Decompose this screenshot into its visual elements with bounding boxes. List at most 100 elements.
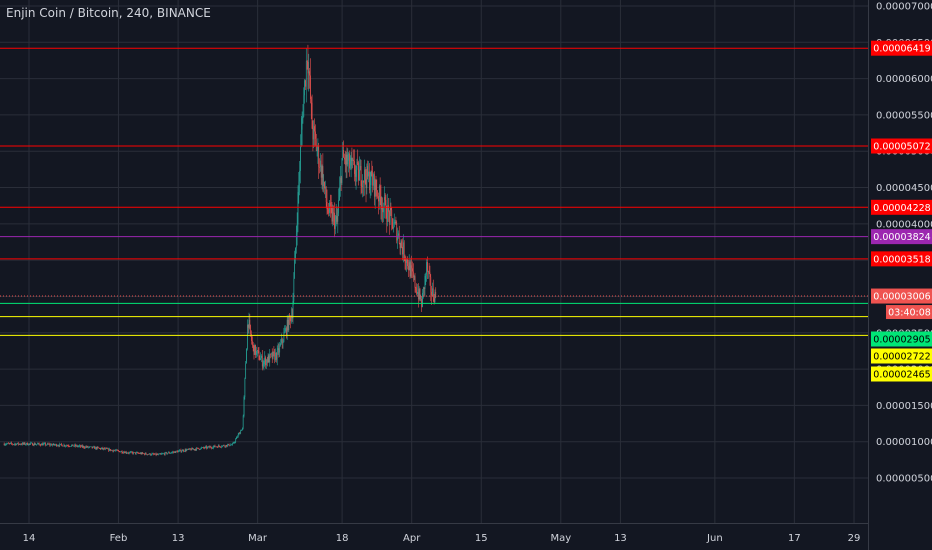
candle-body <box>93 446 95 448</box>
candle-body <box>383 206 384 213</box>
candle-body <box>239 432 241 434</box>
candle-body <box>12 444 14 445</box>
candle-body <box>387 205 388 223</box>
candle-body <box>14 443 16 445</box>
candle-body <box>41 443 42 446</box>
candle-body <box>338 200 339 214</box>
candle-body <box>384 197 386 201</box>
candle-body <box>342 150 344 159</box>
candle-body <box>403 242 404 255</box>
candle-body <box>380 196 382 210</box>
candle-body <box>95 447 97 449</box>
candle-body <box>177 451 178 453</box>
candle-body <box>405 260 407 263</box>
candle-body <box>409 262 411 277</box>
candle-body <box>427 271 429 272</box>
candle-body <box>76 445 78 447</box>
candle-body <box>340 177 342 183</box>
candle-body <box>400 241 402 249</box>
candle-body <box>418 289 420 300</box>
candle-body <box>346 154 348 165</box>
candle-body <box>114 450 115 452</box>
candle-body <box>67 445 69 447</box>
candle-body <box>258 351 260 360</box>
candle-body <box>146 454 148 455</box>
candle-body <box>36 444 37 445</box>
price-level-label: 0.00003824 <box>873 232 930 243</box>
candle-body <box>23 442 25 444</box>
candle-body <box>97 447 99 448</box>
candle-body <box>321 166 323 178</box>
candle-body <box>116 449 118 451</box>
candle-body <box>223 445 225 447</box>
candle-body <box>354 173 356 177</box>
candle-body <box>272 351 274 359</box>
candle-body <box>148 454 149 455</box>
candle-body <box>178 450 179 453</box>
candle-body <box>41 443 43 446</box>
candle-body <box>329 202 331 206</box>
candle-body <box>115 450 116 452</box>
candle-body <box>175 450 177 453</box>
candle-body <box>372 176 374 186</box>
candle-body <box>122 452 124 454</box>
candle-body <box>46 443 48 445</box>
candle-body <box>213 445 215 447</box>
candle-body <box>314 126 315 132</box>
x-tick-label: 17 <box>788 533 801 544</box>
candle-body <box>264 357 266 361</box>
candle-body <box>163 453 165 455</box>
candle-body <box>280 343 281 346</box>
candle-body <box>138 453 139 454</box>
price-level-label: 0.00005072 <box>873 142 930 153</box>
candle-body <box>327 209 329 213</box>
candle-body <box>65 445 66 447</box>
candle-body <box>128 452 129 454</box>
candle-body <box>192 448 193 450</box>
candle-body <box>313 126 315 140</box>
candle-body <box>302 116 304 119</box>
price-level-label: 0.00006419 <box>873 44 930 55</box>
candle-body <box>7 443 9 444</box>
candle-body <box>106 448 108 450</box>
x-tick-label: 15 <box>475 533 488 544</box>
candle-body <box>322 166 324 187</box>
y-tick-label: 0.00004500 <box>876 183 932 194</box>
candle-body <box>15 443 17 445</box>
candle-body <box>244 378 246 398</box>
candle-body <box>271 353 273 359</box>
candle-body <box>378 196 379 202</box>
candle-body <box>78 445 80 447</box>
candle-body <box>373 174 374 186</box>
candle-body <box>341 158 343 183</box>
candle-body <box>275 352 276 361</box>
candle-body <box>417 291 419 300</box>
candle-body <box>81 445 83 448</box>
candle-body <box>420 298 422 300</box>
candle-body <box>90 446 92 448</box>
candle-body <box>408 266 409 271</box>
candle-body <box>416 290 418 295</box>
candle-body <box>173 451 175 453</box>
candle-body <box>351 157 353 161</box>
candle-body <box>40 444 42 446</box>
candle-body <box>183 450 184 452</box>
candle-body <box>5 444 7 445</box>
candle-body <box>214 445 216 447</box>
candle-body <box>266 359 268 363</box>
candle-body <box>60 443 61 445</box>
candle-body <box>150 454 152 456</box>
candle-body <box>215 446 217 448</box>
candle-body <box>422 292 423 308</box>
candle-body <box>26 442 27 445</box>
candle-body <box>413 276 415 278</box>
candle-body <box>157 454 159 455</box>
candle-body <box>311 102 313 129</box>
candle-body <box>283 333 285 342</box>
candle-body <box>353 159 354 162</box>
candle-body <box>194 449 196 450</box>
candle-body <box>207 446 208 449</box>
candle-body <box>188 449 189 450</box>
candle-body <box>310 75 311 100</box>
